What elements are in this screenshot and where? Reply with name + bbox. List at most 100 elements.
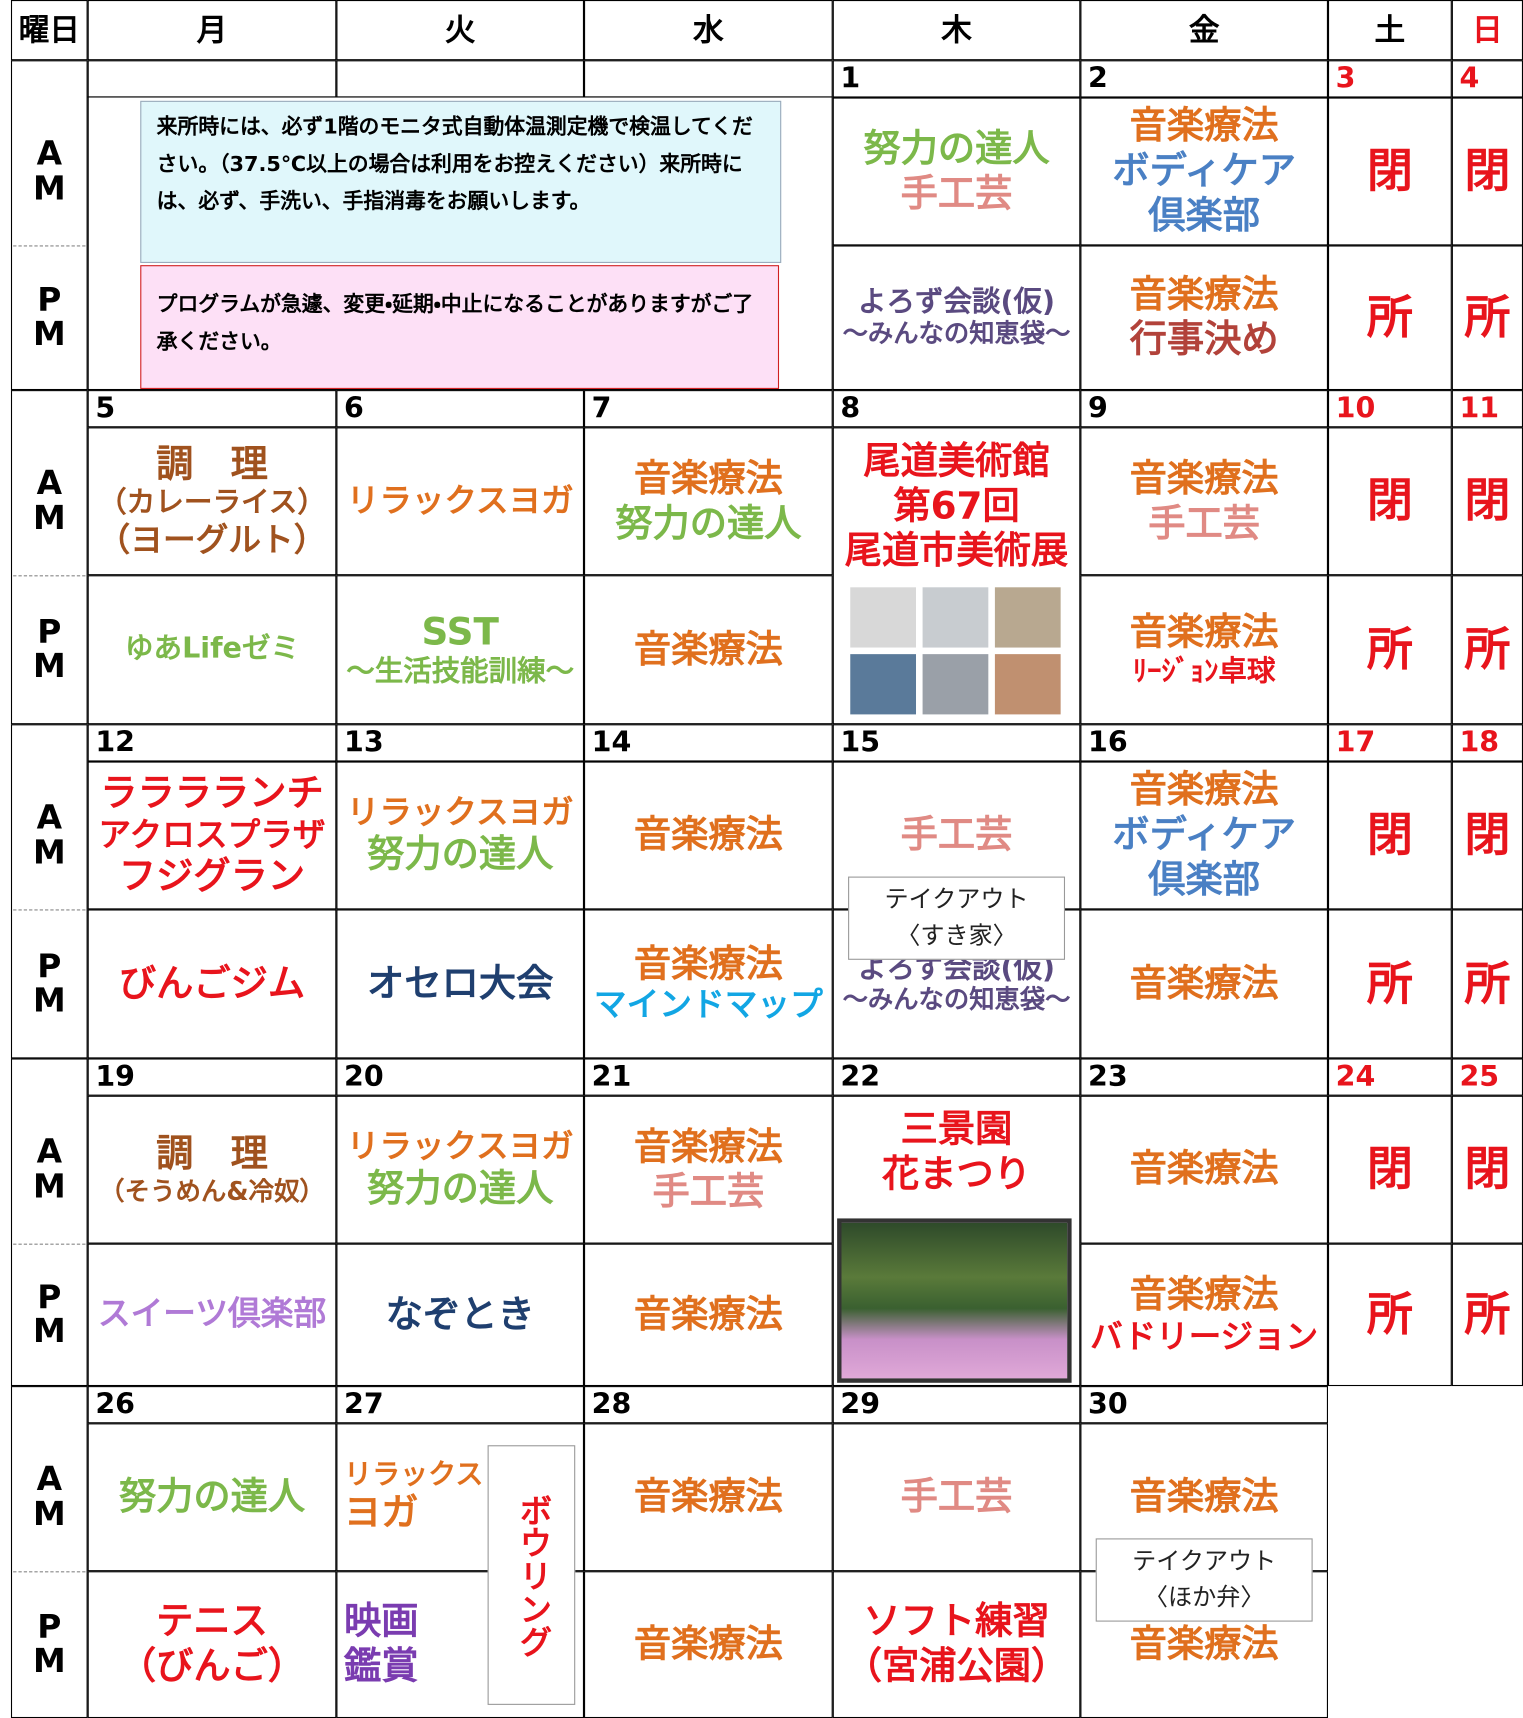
activity-text: 音楽療法 <box>1129 1272 1279 1317</box>
activity-text: 音楽療法 <box>1129 273 1279 317</box>
activity-text: 調 理 <box>156 1132 268 1176</box>
day-cell: 三景園 花まつり <box>832 1095 1081 1387</box>
am-cell: リラックスヨガ <box>336 1423 585 1572</box>
date: 24 <box>1327 1058 1452 1096</box>
activity-text: リラックスヨガ <box>346 1127 574 1167</box>
activity-text: 〜生活技能訓練〜 <box>346 655 575 688</box>
date: 10 <box>1327 390 1452 428</box>
activity-text: ボディケア <box>1112 149 1297 193</box>
am-cell: 閉 <box>1327 761 1452 910</box>
date: 25 <box>1451 1058 1523 1096</box>
date: 9 <box>1080 390 1328 428</box>
notice-health: 来所時には、必ず1階のモニタ式自動体温測定機で検温してください。（37.5℃以上… <box>140 100 782 263</box>
activity-text: 所 <box>1464 622 1511 676</box>
pm-cell: オセロ大会 <box>336 909 585 1059</box>
am-cell: 努力の達人 <box>87 1423 337 1572</box>
date: 21 <box>584 1058 833 1096</box>
pm-cell: 音楽療法 ﾘｰｼﾞｮﾝ卓球 <box>1080 575 1328 725</box>
takeaway-text: 〈ほか弁〉 <box>1143 1584 1265 1612</box>
am-cell: リラックスヨガ 努力の達人 <box>336 761 585 910</box>
activity-text: 努力の達人 <box>863 126 1050 171</box>
am-letter: A <box>36 134 63 174</box>
am-cell: 音楽療法 手工芸 <box>584 1095 833 1244</box>
activity-text: 手工芸 <box>652 1169 765 1214</box>
activity-text: 音楽療法 <box>633 1292 783 1337</box>
pm-cell: 音楽療法 <box>584 1571 833 1718</box>
am-cell: 手工芸 <box>832 1423 1081 1572</box>
activity-text: 音楽療法 <box>1129 1474 1279 1519</box>
takeaway-text: テイクアウト <box>884 886 1029 914</box>
activity-text: 努力の達人 <box>118 1474 306 1519</box>
ampm-divider <box>13 909 86 911</box>
activity-text: 〜みんなの知恵袋〜 <box>842 319 1071 349</box>
bowling-box: ボウリング <box>487 1445 576 1705</box>
day-header: 月 <box>87 0 337 61</box>
activity-text: ﾘｰｼﾞｮﾝ卓球 <box>1132 655 1276 688</box>
date: 17 <box>1327 724 1452 762</box>
pm-letter: P <box>37 1607 62 1647</box>
date-empty <box>336 60 585 98</box>
date: 14 <box>584 724 833 762</box>
am-cell: 音楽療法 手工芸 <box>1080 427 1328 576</box>
ampm-divider <box>13 1243 86 1245</box>
am-cell: 音楽療法 <box>584 1423 833 1572</box>
am-letter: A <box>36 464 63 503</box>
activity-text: ラララランチ <box>100 771 324 815</box>
am-letter: M <box>32 1495 66 1534</box>
takeaway-text: 〈すき家〉 <box>896 922 1017 950</box>
pm-cell: 音楽療法 バドリージョン <box>1080 1243 1328 1387</box>
activity-text: 努力の達人 <box>367 1166 554 1211</box>
day-cell: 尾道美術館 第67回 尾道市美術展 <box>832 427 1081 725</box>
pm-cell: 音楽療法 マインドマップ <box>584 909 833 1059</box>
pm-cell: 所 <box>1327 909 1452 1059</box>
activity-text: 第67回 <box>893 484 1020 528</box>
date: 22 <box>832 1058 1081 1096</box>
am-cell: 調 理（カレーライス） （ヨーグルト） <box>87 427 337 576</box>
day-header: 火 <box>336 0 585 61</box>
activity-text: スイーツ倶楽部 <box>97 1295 327 1334</box>
activity-text: （そうめん&冷奴） <box>99 1176 325 1207</box>
am-cell: 努力の達人 手工芸 <box>832 97 1081 246</box>
ampm-divider <box>13 1571 86 1573</box>
am-cell: 調 理（そうめん&冷奴） <box>87 1095 337 1244</box>
activity-text: 閉 <box>1464 1142 1511 1196</box>
date: 2 <box>1080 60 1328 98</box>
am-cell: 音楽療法 ボディケア 倶楽部 <box>1080 761 1328 910</box>
date-empty <box>584 60 833 98</box>
pm-cell: 映画 鑑賞 <box>336 1571 585 1718</box>
pm-cell: 所 <box>1327 575 1452 725</box>
day-header: 水 <box>584 0 833 61</box>
museum-photos <box>845 582 1066 719</box>
takeaway-box: テイクアウト 〈すき家〉 <box>848 876 1066 960</box>
am-cell: リラックスヨガ <box>336 427 585 576</box>
am-letter: A <box>36 1460 63 1499</box>
activity-text: 音楽療法 <box>633 456 783 501</box>
pm-cell: 所 <box>1451 909 1523 1059</box>
day-header: 木 <box>832 0 1081 61</box>
pm-cell: ゆあLifeゼミ <box>87 575 337 725</box>
pm-cell: ソフト練習 （宮浦公園） <box>832 1571 1081 1718</box>
activity-text: 閉 <box>1464 473 1511 528</box>
am-cell: 閉 <box>1327 427 1452 576</box>
activity-text: 三景園 <box>900 1107 1013 1152</box>
date: 8 <box>832 390 1081 428</box>
date: 18 <box>1451 724 1523 762</box>
activity-text: テニス <box>156 1599 268 1644</box>
activity-text: 音楽療法 <box>1129 456 1279 501</box>
activity-text: 〜みんなの知恵袋〜 <box>842 985 1071 1015</box>
am-cell: 閉 <box>1451 1095 1523 1244</box>
activity-text: リラックスヨガ <box>346 481 574 521</box>
activity-text: 所 <box>1366 956 1413 1011</box>
am-cell: 音楽療法 <box>1080 1095 1328 1244</box>
date: 13 <box>336 724 585 762</box>
activity-text: 調 理 <box>156 442 268 486</box>
pm-cell: テニス （びんご） <box>87 1571 337 1718</box>
label-frame <box>10 390 88 725</box>
activity-text: 音楽療法 <box>1129 1622 1279 1667</box>
activity-text: 所 <box>1366 622 1413 676</box>
